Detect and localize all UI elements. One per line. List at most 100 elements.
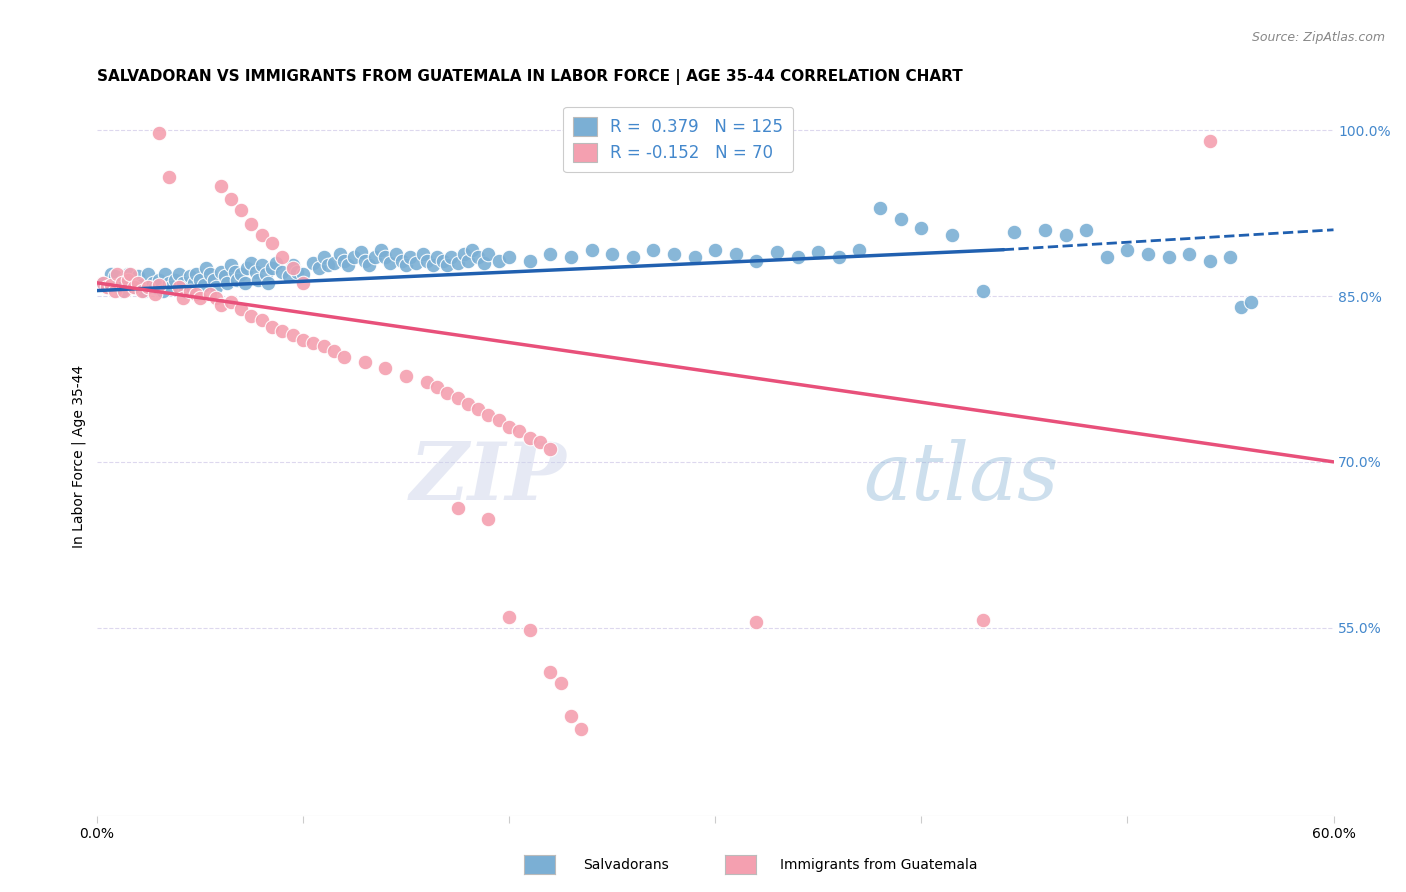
Point (384, 247, 406, 261)
Point (350, 244, 373, 259)
Point (436, 258, 458, 272)
Point (96, 280, 118, 294)
Point (312, 339, 335, 353)
Point (457, 397, 479, 411)
Point (271, 265, 294, 279)
Point (118, 276, 141, 290)
Point (233, 276, 256, 290)
Point (291, 334, 314, 348)
Point (260, 320, 283, 334)
Point (440, 251, 463, 265)
Point (209, 178, 232, 193)
Point (1178, 247, 1201, 261)
Point (153, 267, 176, 281)
Point (179, 269, 201, 284)
Point (415, 253, 437, 268)
Point (215, 276, 238, 290)
Point (467, 251, 489, 265)
Point (412, 247, 434, 261)
Point (172, 276, 194, 290)
Point (157, 276, 180, 290)
Point (343, 251, 366, 265)
Point (467, 401, 489, 416)
Text: atlas: atlas (863, 439, 1059, 516)
Point (353, 253, 375, 268)
Y-axis label: In Labor Force | Age 35-44: In Labor Force | Age 35-44 (72, 365, 86, 548)
Point (188, 291, 211, 305)
Text: Salvadorans: Salvadorans (583, 858, 669, 872)
Point (1240, 294, 1263, 309)
Point (498, 609, 520, 624)
Point (96, 280, 118, 294)
Point (195, 261, 218, 276)
Point (91, 276, 114, 290)
Point (519, 431, 541, 445)
Point (378, 256, 401, 270)
Point (127, 276, 149, 290)
Point (224, 265, 246, 279)
Point (643, 243, 665, 257)
Point (538, 665, 561, 679)
Point (353, 355, 375, 369)
Point (141, 276, 163, 290)
Point (333, 350, 356, 364)
Point (890, 211, 912, 226)
Point (322, 256, 344, 270)
Point (257, 276, 280, 290)
Point (560, 251, 582, 265)
Point (333, 253, 356, 268)
Point (246, 272, 269, 286)
Point (910, 220, 932, 235)
Point (869, 201, 891, 215)
Point (312, 251, 335, 265)
Point (498, 419, 520, 434)
Point (260, 261, 283, 276)
Point (236, 261, 259, 276)
Point (477, 409, 499, 423)
Point (245, 265, 267, 279)
Point (131, 284, 153, 298)
Point (422, 258, 444, 272)
Point (138, 280, 160, 294)
Point (374, 360, 396, 375)
Point (600, 247, 623, 261)
Point (461, 243, 484, 257)
Point (219, 294, 242, 309)
Point (621, 251, 644, 265)
Point (1229, 300, 1251, 314)
Point (104, 284, 127, 298)
Point (395, 258, 418, 272)
Point (226, 272, 249, 286)
Point (281, 258, 304, 272)
Point (745, 615, 768, 629)
Point (277, 269, 299, 284)
Point (112, 284, 135, 298)
Point (550, 676, 572, 690)
Point (457, 253, 479, 268)
Point (260, 235, 283, 250)
Point (291, 267, 314, 281)
Point (1076, 223, 1098, 237)
Point (179, 284, 201, 298)
Text: ZIP: ZIP (411, 439, 567, 516)
Point (214, 269, 236, 284)
Point (322, 344, 344, 359)
Point (117, 272, 139, 286)
Point (183, 276, 205, 290)
Point (405, 256, 427, 270)
Point (91, 276, 114, 290)
Point (941, 228, 963, 243)
Point (229, 302, 252, 317)
Point (250, 313, 273, 327)
Point (472, 256, 495, 270)
Point (1116, 243, 1139, 257)
Point (786, 251, 808, 265)
Point (477, 512, 499, 526)
Point (193, 278, 215, 293)
Point (446, 391, 468, 405)
Point (174, 284, 197, 298)
Point (848, 243, 870, 257)
Point (205, 291, 228, 305)
Point (271, 251, 294, 265)
Point (704, 243, 727, 257)
